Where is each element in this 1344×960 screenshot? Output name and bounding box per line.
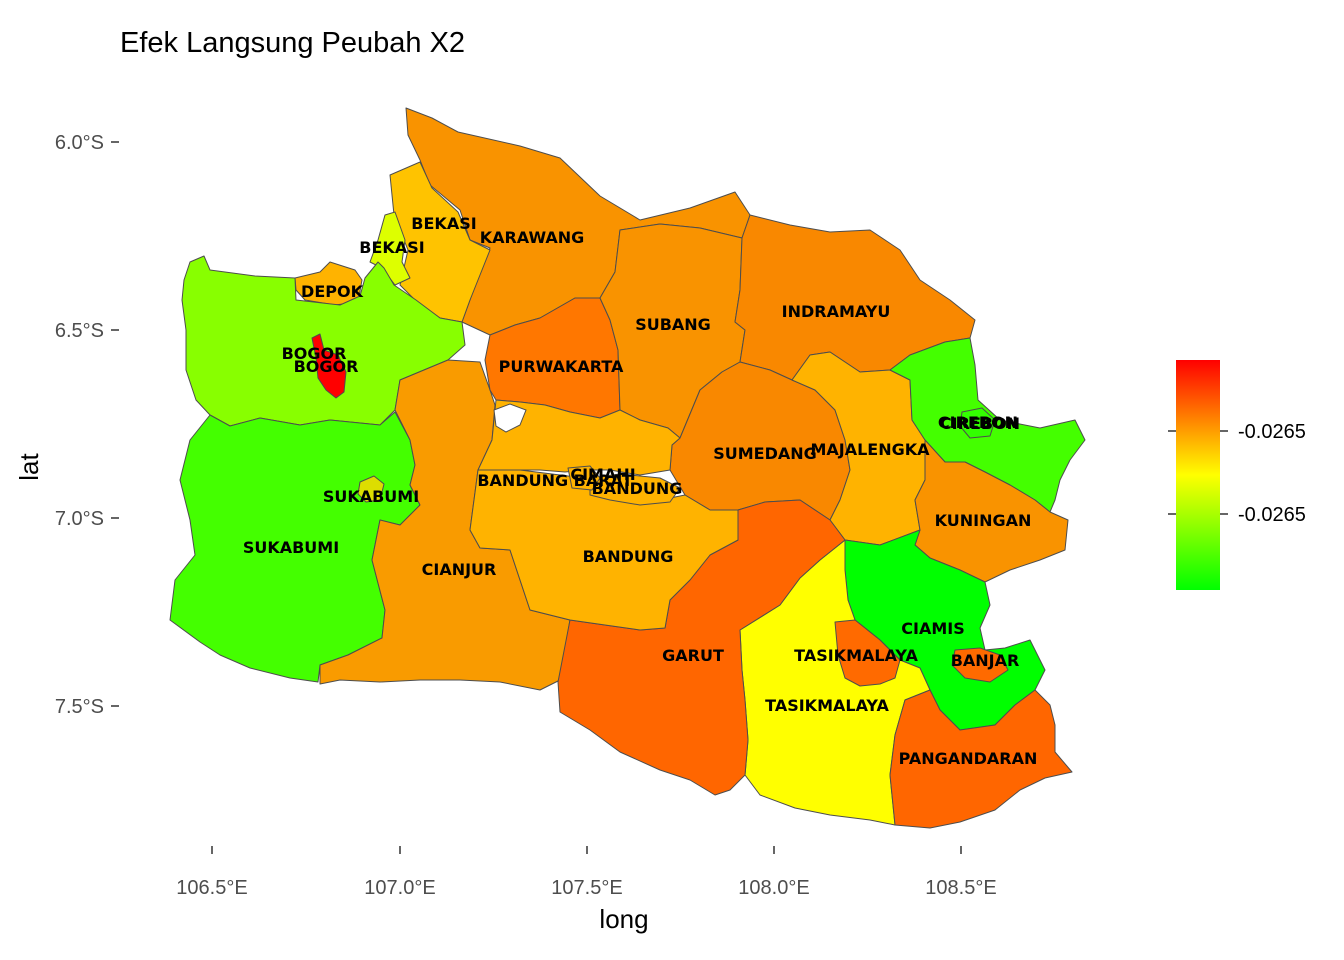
y-axis: 6.0°S 6.5°S 7.0°S 7.5°S lat [14,132,119,718]
region-depok [294,261,363,306]
x-tick-label: 107.0°E [364,877,435,899]
x-tick-label: 108.0°E [738,877,809,899]
label-sukabumi-kota: SUKABUMI [323,487,419,506]
label-bekasi-kota: BEKASI [359,238,424,257]
label-sumedang: SUMEDANG [713,444,817,463]
label-depok: DEPOK [301,282,364,301]
chart-title: Efek Langsung Peubah X2 [120,27,465,59]
label-tasik-kab: TASIKMALAYA [765,696,889,715]
label-cianjur: CIANJUR [422,560,497,579]
label-bogor-kota: BOGOR [294,357,359,376]
region-banjar [951,647,1009,683]
label-indramayu: INDRAMAYU [782,302,891,321]
region-bandung-kota [589,473,681,506]
label-majalengka: MAJALENGKA [810,440,930,459]
region-cirebon-kota [959,407,996,439]
y-tick-label: 7.5°S [55,696,104,718]
x-axis: 106.5°E 107.0°E 107.5°E 108.0°E 108.5°E … [176,846,997,934]
region-bogor-kab [181,255,466,427]
label-banjar: BANJAR [951,651,1020,670]
y-axis-title: lat [14,452,44,480]
region-labels: BEKASI BEKASI KARAWANG DEPOK SUBANG INDR… [243,214,1038,768]
label-garut: GARUT [662,646,724,665]
region-cimahi [567,465,601,491]
label-cirebon-kab: CIREBON [938,413,1018,432]
region-bekasi-kab [389,161,491,323]
label-bandung-kota: BANDUNG [592,479,683,498]
label-subang: SUBANG [635,315,711,334]
x-tick-label: 107.5°E [551,877,622,899]
region-pangandaran [889,689,1073,829]
label-cirebon-kota: CIREBON [940,414,1020,433]
label-bekasi-kab: BEKASI [411,214,476,233]
x-tick-label: 106.5°E [176,877,247,899]
y-tick-label: 7.0°S [55,508,104,530]
label-sukabumi-kab: SUKABUMI [243,538,339,557]
label-bandung-barat: BANDUNG BARAT [477,471,632,490]
legend-label: -0.0265 [1238,504,1306,526]
region-bandung-barat [477,399,681,476]
region-tasik-kota [834,619,901,687]
legend-label: -0.0265 [1238,421,1306,443]
color-legend: -0.0265 -0.0265 [1168,360,1306,590]
label-purwakarta: PURWAKARTA [499,357,624,376]
y-tick-label: 6.5°S [55,320,104,342]
label-bogor-kab: BOGOR [282,344,347,363]
label-pangandaran: PANGANDARAN [899,749,1038,768]
x-axis-title: long [599,904,648,934]
label-ciamis: CIAMIS [901,619,964,638]
label-kuningan: KUNINGAN [935,511,1032,530]
legend-colorbar [1176,360,1220,590]
y-tick-label: 6.0°S [55,132,104,154]
region-water-gap [493,403,527,433]
label-karawang: KARAWANG [480,228,585,247]
label-cimahi: CIMAHI [570,465,635,484]
region-bogor-kota [311,333,347,399]
label-bandung-kab: BANDUNG [583,547,674,566]
region-sukabumi-kota [357,475,385,503]
label-tasik-kota: TASIKMALAYA [794,646,918,665]
x-tick-label: 108.5°E [925,877,996,899]
map-regions [169,107,1086,829]
